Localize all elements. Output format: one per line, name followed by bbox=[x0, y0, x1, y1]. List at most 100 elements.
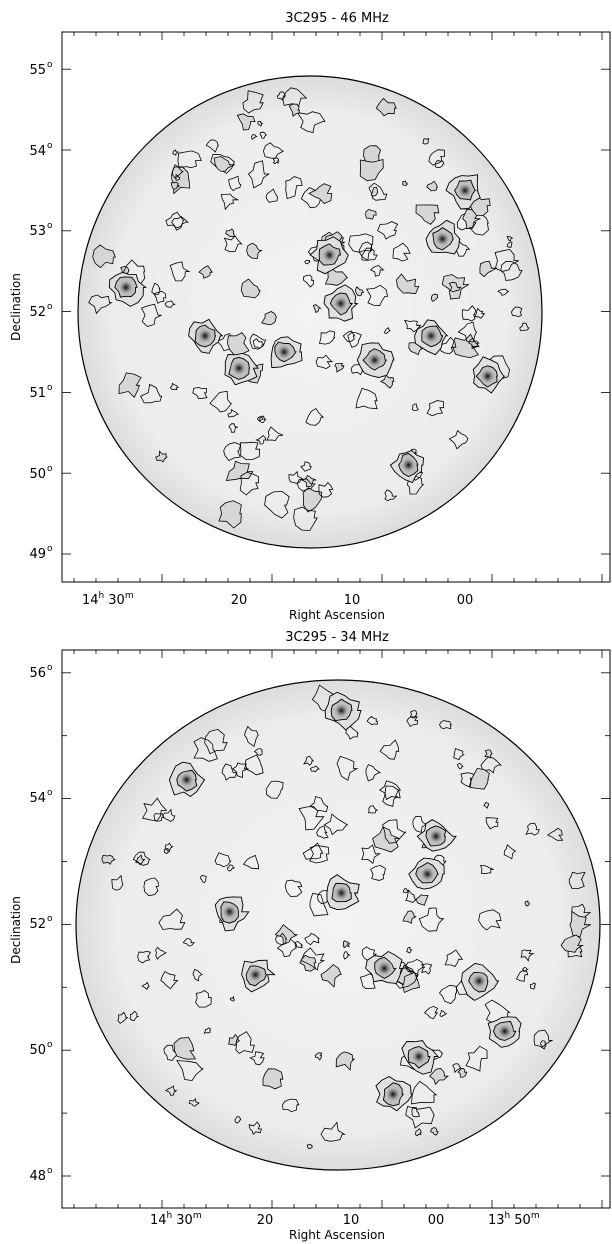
svg-text:o: o bbox=[47, 60, 53, 70]
noise-contour bbox=[240, 278, 261, 299]
source-marker bbox=[414, 319, 449, 356]
noise-contour bbox=[428, 1067, 449, 1086]
noise-contour bbox=[448, 281, 462, 293]
noise-contour bbox=[370, 864, 386, 881]
noise-contour bbox=[255, 435, 267, 445]
svg-text:o: o bbox=[47, 221, 53, 231]
y-tick-label: 56 bbox=[29, 666, 46, 681]
noise-contour bbox=[235, 1031, 255, 1055]
x-tick-label: 00 bbox=[428, 1213, 445, 1228]
source-marker bbox=[389, 449, 424, 484]
noise-contour bbox=[379, 739, 400, 760]
noise-contour bbox=[257, 120, 263, 127]
noise-contour bbox=[382, 819, 407, 844]
noise-contour bbox=[430, 293, 439, 302]
noise-contour bbox=[519, 322, 530, 332]
noise-contour bbox=[355, 387, 378, 410]
noise-contour bbox=[405, 889, 416, 903]
noise-contour bbox=[111, 874, 124, 891]
noise-contour bbox=[242, 90, 264, 114]
noise-contour bbox=[137, 950, 151, 964]
noise-contour bbox=[461, 305, 477, 322]
x-tick-labels: 14h 30m 20 10 00 13h 50m bbox=[150, 1211, 540, 1228]
noise-contour bbox=[165, 1085, 178, 1096]
noise-contour bbox=[441, 274, 470, 300]
noise-contour bbox=[309, 795, 329, 813]
noise-contour bbox=[439, 1009, 448, 1018]
noise-contour bbox=[200, 875, 207, 884]
noise-contour bbox=[309, 845, 330, 864]
noise-contour bbox=[171, 216, 189, 231]
noise-contour bbox=[213, 156, 235, 172]
noise-contour bbox=[480, 864, 494, 875]
noise-contour bbox=[365, 284, 388, 307]
noise-contour bbox=[415, 204, 440, 225]
field-of-view bbox=[78, 76, 542, 548]
noise-contour bbox=[259, 131, 268, 139]
noise-contour bbox=[221, 763, 238, 781]
noise-contour bbox=[323, 813, 349, 836]
noise-contour bbox=[342, 940, 351, 949]
svg-text:o: o bbox=[47, 663, 53, 673]
noise-contour bbox=[529, 982, 537, 990]
ticks bbox=[62, 32, 610, 582]
plot-frame bbox=[61, 31, 611, 583]
chart-title: 3C295 - 46 MHz bbox=[285, 11, 389, 26]
y-axis-title: Declination bbox=[9, 273, 23, 341]
noise-contour bbox=[195, 990, 212, 1008]
source-marker bbox=[108, 271, 147, 307]
noise-contour bbox=[170, 181, 180, 191]
y-tick-labels: 49 50 51 52 53 54 55 bbox=[29, 63, 46, 562]
panel-46mhz: 3C295 - 46 MHz 49 50 51 52 53 54 55 o o o… bbox=[9, 11, 611, 622]
y-tick-label: 52 bbox=[29, 917, 46, 932]
noise-contour bbox=[500, 260, 523, 281]
source-marker bbox=[323, 284, 359, 322]
x-tick-label: 20 bbox=[231, 593, 248, 608]
y-degree-marks: o o o o o bbox=[47, 663, 53, 1176]
source-marker bbox=[472, 356, 506, 394]
svg-text:o: o bbox=[47, 544, 53, 554]
noise-contour bbox=[234, 1116, 242, 1124]
noise-contour bbox=[276, 938, 297, 958]
noise-contour bbox=[225, 460, 254, 481]
noise-contour bbox=[264, 491, 290, 519]
noise-contour bbox=[285, 176, 303, 200]
noise-contour bbox=[382, 785, 399, 807]
noise-contour bbox=[370, 265, 385, 277]
noise-contour bbox=[347, 332, 362, 348]
noise-contour bbox=[169, 382, 180, 391]
noise-contour bbox=[225, 228, 235, 238]
noise-contour bbox=[343, 951, 352, 960]
noise-contour bbox=[560, 934, 584, 953]
noise-contour bbox=[227, 409, 240, 418]
noise-contour bbox=[248, 1121, 262, 1136]
noise-contour bbox=[173, 1037, 197, 1060]
noise-contour bbox=[228, 423, 238, 433]
noise-contour bbox=[412, 815, 428, 833]
y-tick-label: 49 bbox=[29, 547, 46, 562]
svg-text:o: o bbox=[47, 383, 53, 393]
noise-contour bbox=[377, 221, 399, 240]
x-tick-label: 20 bbox=[257, 1213, 274, 1228]
y-tick-label: 51 bbox=[29, 386, 46, 401]
noise-contour bbox=[296, 111, 326, 134]
noise-contour bbox=[358, 241, 373, 261]
noise-contour bbox=[249, 1051, 265, 1066]
noise-contour bbox=[88, 294, 113, 315]
x-tick-labels: 14h 30m 20 10 00 bbox=[82, 591, 473, 608]
noise-contour bbox=[423, 1005, 439, 1020]
noise-contour bbox=[300, 947, 326, 971]
noise-contour bbox=[101, 854, 116, 865]
noise-contour bbox=[262, 1068, 284, 1090]
noise-contour bbox=[316, 825, 329, 839]
noise-contour bbox=[143, 877, 159, 897]
noise-contour bbox=[345, 725, 359, 740]
noise-contour bbox=[342, 330, 356, 343]
panel-34mhz: 3C295 - 34 MHz 48 50 52 54 56 o o o o o De… bbox=[9, 630, 611, 1242]
noise-contour bbox=[232, 762, 249, 779]
source-marker bbox=[214, 896, 250, 932]
source-layer bbox=[108, 174, 506, 484]
y-tick-label: 48 bbox=[29, 1169, 46, 1184]
noise-contour bbox=[524, 900, 530, 907]
noise-contour bbox=[236, 113, 256, 131]
